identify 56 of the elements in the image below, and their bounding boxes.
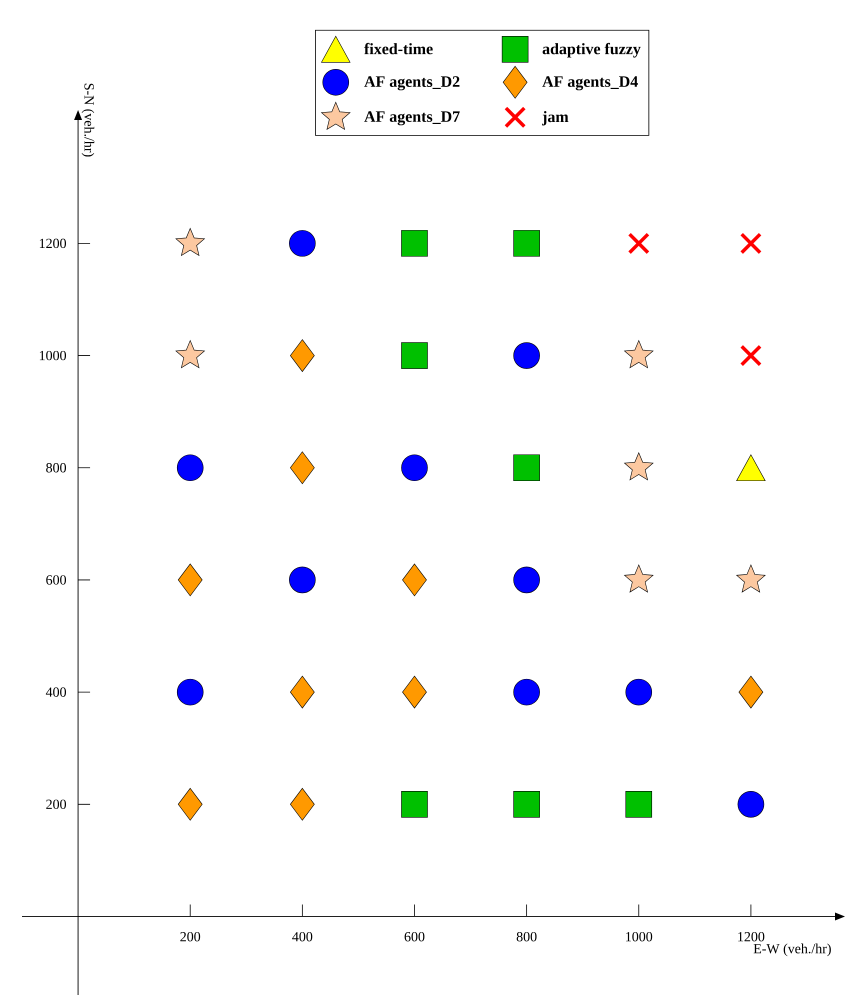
point xyxy=(290,451,315,484)
point xyxy=(289,566,316,594)
point xyxy=(513,790,540,818)
point xyxy=(740,232,762,254)
x-tick-label: 800 xyxy=(516,932,537,942)
point xyxy=(624,452,654,480)
y-tick-label: 600 xyxy=(46,575,66,585)
y-tick-label: 200 xyxy=(46,800,66,810)
point xyxy=(513,454,540,482)
point xyxy=(513,678,540,706)
legend-label: AF agents_D4 xyxy=(542,76,638,90)
point xyxy=(736,564,766,592)
point xyxy=(176,228,205,256)
point xyxy=(401,790,428,818)
point xyxy=(290,676,315,708)
point xyxy=(290,339,315,372)
point xyxy=(736,454,766,482)
point xyxy=(290,788,315,821)
point xyxy=(624,340,654,368)
y-tick-label: 400 xyxy=(46,687,66,697)
point xyxy=(402,564,427,596)
point xyxy=(178,564,203,596)
y-tick-label: 1200 xyxy=(40,238,66,248)
point xyxy=(625,790,652,818)
point xyxy=(289,230,316,257)
point xyxy=(176,340,205,368)
point xyxy=(176,454,204,482)
point xyxy=(402,676,427,708)
legend-label: jam xyxy=(542,110,568,126)
x-tick-label: 1000 xyxy=(626,932,652,942)
legend-label: fixed-time xyxy=(364,42,433,54)
legend-label: adaptive fuzzy xyxy=(542,42,641,58)
point xyxy=(176,678,204,706)
legend-label: AF agents_D2 xyxy=(364,76,460,90)
point xyxy=(738,790,764,818)
x-axis-title: E-W (veh./hr) xyxy=(754,944,831,956)
point xyxy=(628,232,650,254)
point xyxy=(624,564,654,592)
point xyxy=(513,342,540,369)
legend-label: AF agents_D7 xyxy=(364,111,460,126)
point xyxy=(513,566,540,594)
x-tick-label: 400 xyxy=(292,932,312,942)
x-tick-label: 600 xyxy=(404,932,424,942)
point xyxy=(625,678,652,706)
point xyxy=(401,454,428,482)
point xyxy=(738,676,764,708)
point xyxy=(401,342,428,369)
y-axis-title: S-N (veh./hr) xyxy=(82,84,94,157)
point xyxy=(513,230,540,257)
x-tick-label: 200 xyxy=(180,932,200,942)
point xyxy=(740,344,762,367)
point xyxy=(401,230,428,257)
y-tick-label: 1000 xyxy=(40,350,66,360)
y-tick-label: 800 xyxy=(46,463,66,472)
point xyxy=(178,788,203,821)
x-tick-label: 1200 xyxy=(738,932,764,942)
